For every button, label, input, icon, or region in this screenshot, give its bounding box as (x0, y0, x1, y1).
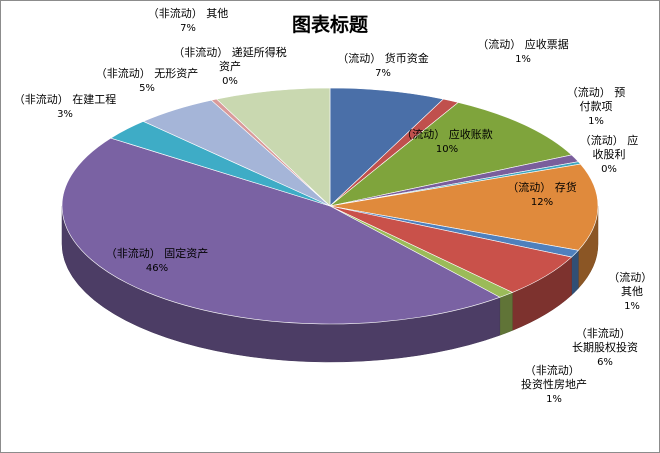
pie-side-6 (571, 249, 579, 296)
slice-label-10: （非流动） 在建工程 (14, 92, 117, 106)
slice-label-7: （非流动） 长期股权投资 (572, 326, 638, 354)
slice-value-9: 46% (146, 263, 168, 274)
slice-label-11: （非流动） 无形资产 (96, 66, 199, 80)
slice-value-1: 1% (515, 54, 531, 65)
slice-label-5: （流动） 存货 (507, 180, 577, 194)
slice-value-6: 1% (624, 301, 640, 312)
slice-label-6: （流动） 其他 (608, 270, 656, 298)
slice-label-12: （非流动） 递延所得税资产 (173, 45, 287, 73)
slice-value-5: 12% (531, 197, 553, 208)
pie-slice-2 (329, 102, 573, 207)
slice-label-3: （流动） 预付款项 (567, 85, 626, 113)
slice-value-12: 0% (222, 76, 238, 87)
slice-label-2: （流动） 应收账款 (401, 127, 493, 141)
pie-slice-5 (329, 163, 599, 251)
slice-value-7: 6% (597, 357, 613, 368)
slice-label-4: （流动） 应收股利 (580, 133, 639, 161)
slice-value-10: 3% (57, 109, 73, 120)
slice-label-1: （流动） 应收票据 (477, 37, 569, 51)
slice-value-3: 1% (588, 116, 604, 127)
slice-value-8: 1% (546, 394, 562, 405)
pie-slice-0 (329, 87, 444, 207)
pie-side-8 (499, 292, 513, 336)
slice-label-13: （非流动） 其他 (148, 6, 229, 20)
slice-value-4: 0% (601, 164, 617, 175)
pie-slice-9 (61, 137, 501, 325)
pie-slice-13 (216, 87, 331, 207)
chart-title: 图表标题 (292, 13, 368, 36)
slice-label-9: （非流动） 固定资产 (106, 246, 209, 260)
slice-value-11: 5% (139, 83, 155, 94)
slice-label-8: （非流动） 投资性房地产 (521, 363, 587, 391)
slice-value-13: 7% (180, 23, 196, 34)
slice-value-0: 7% (375, 68, 391, 79)
slice-value-2: 10% (436, 144, 458, 155)
slice-label-0: （流动） 货币资金 (337, 51, 429, 65)
